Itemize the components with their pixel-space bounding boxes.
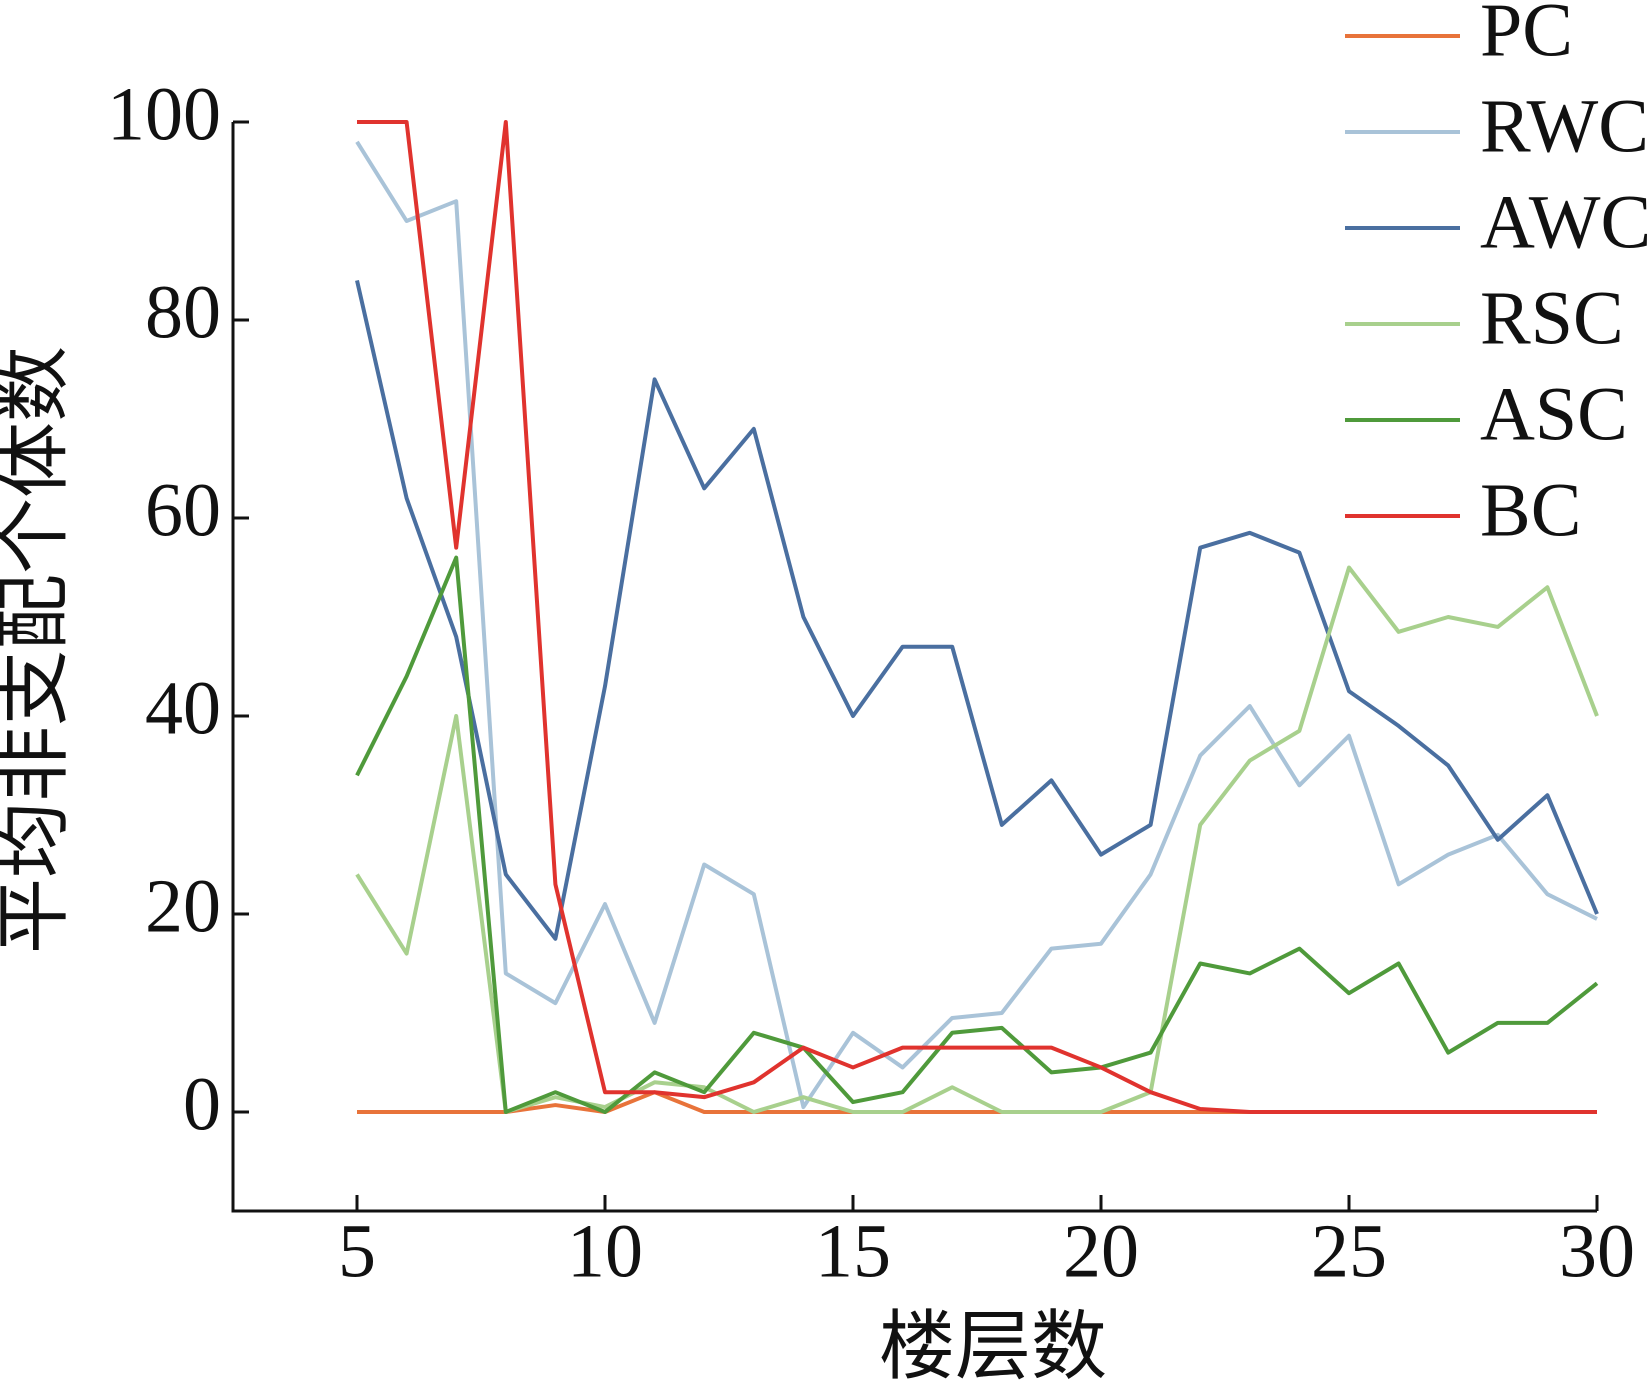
x-tick-label: 10 — [567, 1209, 643, 1293]
axes — [231, 122, 1597, 1213]
y-axis-label: 平均非支配个体数 — [0, 346, 76, 954]
legend-label: RWC — [1480, 84, 1647, 168]
x-tick-label: 15 — [815, 1209, 891, 1293]
x-tick-label: 5 — [338, 1209, 376, 1293]
y-tick-label: 40 — [145, 666, 221, 750]
x-tick-label: 20 — [1063, 1209, 1139, 1293]
legend-label: ASC — [1480, 372, 1628, 456]
x-tick-label: 25 — [1311, 1209, 1387, 1293]
y-tick-label: 0 — [183, 1062, 221, 1146]
x-axis-label: 楼层数 — [879, 1305, 1107, 1389]
series-line — [355, 140, 1598, 1110]
series-line — [355, 565, 1599, 1114]
legend-label: RSC — [1480, 276, 1624, 360]
y-tick-label: 60 — [145, 468, 221, 552]
legend-label: BC — [1480, 468, 1581, 552]
series-line — [355, 279, 1599, 941]
x-tick-label: 30 — [1559, 1209, 1635, 1293]
y-tick-label: 80 — [145, 270, 221, 354]
y-tick-label: 100 — [107, 72, 221, 156]
y-tick-label: 20 — [145, 864, 221, 948]
legend-label: PC — [1480, 0, 1573, 72]
series-line — [357, 120, 1597, 1114]
series-line — [355, 555, 1599, 1114]
legend-label: AWC — [1480, 180, 1647, 264]
